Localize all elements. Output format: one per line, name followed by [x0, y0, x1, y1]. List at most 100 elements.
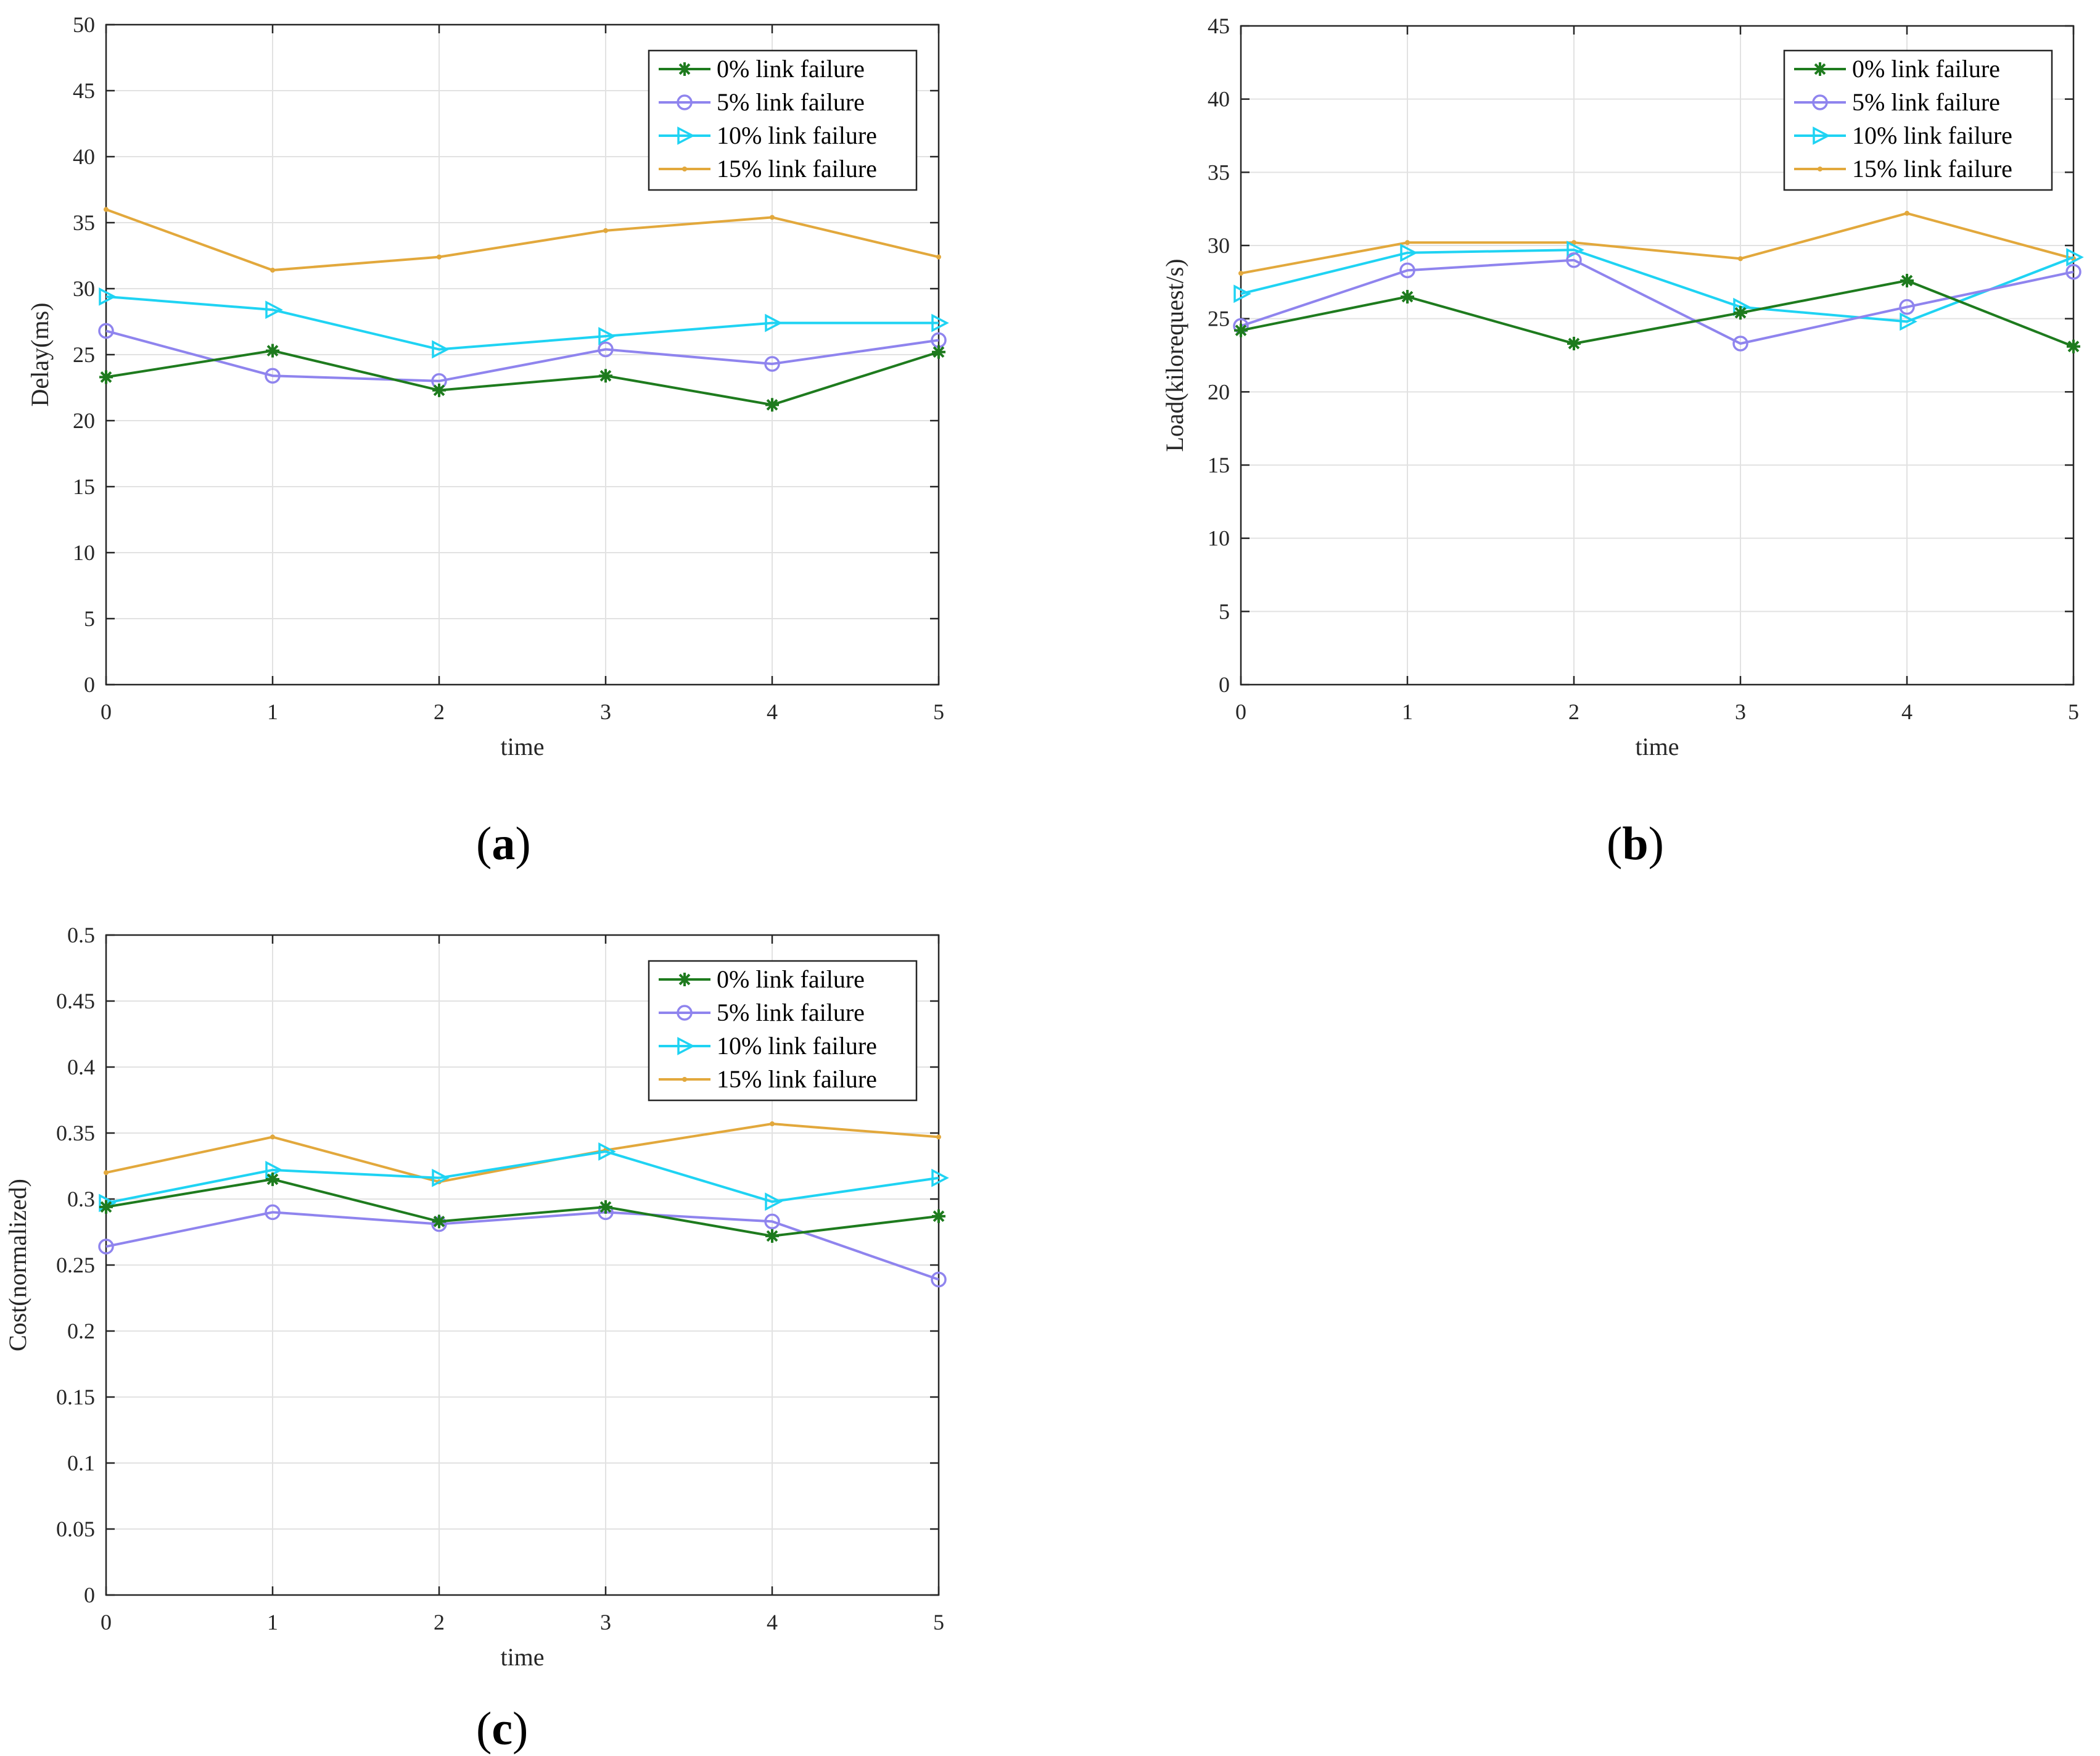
data-point-b-1-4	[1899, 299, 1915, 315]
x-tick-label: 5	[933, 1610, 944, 1634]
legend-label-c-0: 0% link failure	[717, 965, 865, 993]
legend-marker-c-1	[677, 1005, 693, 1021]
data-point-a-0-5	[932, 345, 945, 359]
panel-label-a: (a)	[476, 818, 531, 870]
data-point-c-1-0	[98, 1239, 114, 1255]
y-axis-label-b: Load(kilorequest/s)	[1161, 258, 1188, 451]
data-point-a-3-2	[437, 254, 442, 260]
data-point-c-1-4	[764, 1213, 780, 1230]
y-tick-label: 25	[73, 342, 95, 367]
y-tick-label: 40	[73, 144, 95, 169]
data-point-a-3-1	[270, 268, 275, 273]
data-point-c-3-1	[270, 1134, 275, 1140]
legend-label-b-2: 10% link failure	[1852, 122, 2012, 149]
legend-label-b-0: 0% link failure	[1852, 55, 2000, 83]
data-point-a-1-0	[98, 323, 114, 339]
y-tick-label: 0.3	[67, 1187, 95, 1211]
legend-marker-a-2	[677, 126, 695, 145]
data-point-c-0-2	[432, 1214, 446, 1229]
legend-label-a-0: 0% link failure	[717, 55, 865, 83]
legend-label-c-3: 15% link failure	[717, 1065, 877, 1093]
data-point-a-2-1	[265, 300, 283, 319]
chart-b-group: 0 1 2 3 4 5051015202530354045timeLoad(kiloreq…	[1161, 14, 2084, 761]
data-point-c-3-5	[936, 1134, 941, 1140]
panel-letter-c: c	[492, 1703, 513, 1755]
data-point-c-1-5	[931, 1271, 947, 1288]
data-point-b-1-5	[2065, 263, 2081, 280]
x-tick-label: 4	[767, 699, 778, 724]
series-line-c-1	[105, 1211, 939, 1281]
axes-box-b	[1240, 25, 2075, 686]
data-point-a-3-3	[603, 228, 608, 233]
y-tick-label: 5	[84, 606, 95, 631]
x-tick-label: 3	[1735, 699, 1746, 724]
data-point-a-1-1	[265, 368, 281, 384]
y-tick-label: 0.2	[67, 1319, 95, 1343]
legend-label-b-3: 15% link failure	[1852, 155, 2012, 183]
data-point-c-0-5	[932, 1209, 945, 1223]
data-point-b-2-5	[2066, 248, 2084, 266]
panel-letter-b: b	[1622, 818, 1649, 870]
y-tick-label: 0.35	[56, 1121, 95, 1145]
legend-marker-a-1	[677, 94, 693, 110]
y-tick-label: 0.1	[67, 1451, 95, 1475]
x-axis-label-a: time	[500, 733, 544, 761]
y-tick-label: 45	[73, 78, 95, 103]
x-tick-label: 3	[600, 699, 611, 724]
data-point-c-0-3	[599, 1200, 612, 1214]
data-point-b-0-0	[1234, 323, 1248, 337]
y-tick-label: 0	[84, 1583, 95, 1607]
legend-marker-b-0	[1813, 62, 1827, 76]
legend-marker-b-3	[1818, 167, 1822, 171]
data-point-a-2-3	[598, 327, 616, 345]
legend-label-a-3: 15% link failure	[717, 155, 877, 183]
data-point-b-1-3	[1732, 336, 1748, 352]
data-point-a-3-4	[770, 215, 775, 220]
y-tick-label: 0	[1219, 672, 1230, 697]
legend-marker-c-2	[677, 1037, 695, 1055]
y-tick-label: 20	[73, 408, 95, 433]
x-tick-label: 5	[933, 699, 944, 724]
data-point-c-0-0	[99, 1200, 113, 1214]
y-axis-label-a: Delay(ms)	[26, 303, 54, 407]
x-tick-label: 1	[267, 699, 278, 724]
chart-c-group: 0 1 2 3 4 5 0 0.05 0.1 0.15 0.2 0.25 0.3 0.35 0.4 0.45 0…	[4, 923, 949, 1671]
y-tick-label: 30	[1208, 233, 1230, 258]
y-tick-label: 5	[1219, 599, 1230, 624]
data-point-c-0-4	[765, 1229, 779, 1243]
legend-label-c-2: 10% link failure	[717, 1032, 877, 1060]
x-tick-label: 4	[767, 1610, 778, 1634]
legend-marker-a-3	[682, 167, 687, 171]
legend-box-a	[648, 49, 918, 191]
panel-label-c: (c)	[476, 1703, 529, 1755]
y-tick-label: 15	[1208, 453, 1230, 477]
data-point-a-1-3	[598, 341, 614, 358]
series-line-a-0	[105, 349, 939, 406]
legend-marker-c-3	[682, 1077, 687, 1082]
series-line-b-0	[1240, 279, 2074, 348]
y-tick-label: 25	[1208, 307, 1230, 331]
data-point-c-2-2	[432, 1168, 450, 1187]
data-point-b-2-1	[1400, 243, 1418, 262]
y-tick-label: 10	[1208, 526, 1230, 551]
data-point-a-0-1	[266, 344, 279, 358]
data-point-b-2-4	[1900, 312, 1917, 331]
series-line-c-0	[105, 1177, 939, 1237]
series-line-b-3	[1240, 212, 2074, 275]
x-axis-label-c: time	[500, 1643, 544, 1671]
data-point-a-3-0	[104, 207, 109, 212]
y-axis-label-c: Cost(normalized)	[4, 1179, 31, 1351]
series-line-a-3	[105, 208, 939, 272]
x-tick-label: 2	[434, 1610, 445, 1634]
series-line-b-1	[1240, 258, 2074, 345]
legend-marker-b-2	[1813, 126, 1830, 145]
data-point-b-3-4	[1904, 210, 1909, 216]
data-point-b-0-1	[1401, 290, 1414, 304]
data-point-c-3-0	[104, 1170, 109, 1176]
x-tick-label: 0	[101, 699, 112, 724]
legend-box-b	[1783, 49, 2053, 191]
series-line-c-3	[105, 1123, 939, 1184]
x-tick-label: 0	[1235, 699, 1246, 724]
data-point-a-3-5	[936, 254, 941, 260]
